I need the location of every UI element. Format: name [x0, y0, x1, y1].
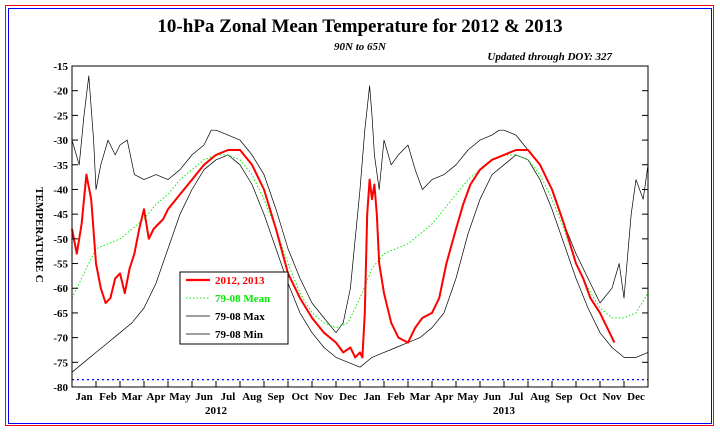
x-month-label: Sep: [267, 391, 284, 403]
series-line-79-08-mean: [71, 154, 649, 329]
x-month-label: Feb: [387, 391, 405, 403]
x-month-label: Sep: [555, 391, 572, 403]
y-tick-label: -25: [53, 110, 68, 122]
outer-frame-red: [5, 5, 714, 426]
x-month-label: Feb: [99, 391, 117, 403]
x-month-label: Nov: [603, 391, 622, 403]
y-tick-label: -35: [53, 160, 68, 172]
x-month-label: Jun: [195, 391, 213, 403]
x-month-label: Jun: [483, 391, 501, 403]
x-month-label: Jan: [75, 391, 92, 403]
x-month-label: May: [457, 391, 479, 403]
y-tick-label: -80: [53, 382, 68, 394]
x-month-label: May: [169, 391, 191, 403]
x-month-label: Aug: [530, 391, 550, 403]
series-line-79-08-max: [71, 75, 649, 334]
y-tick-label: -30: [53, 135, 68, 147]
y-tick-label: -45: [53, 209, 68, 221]
chart-title: 10-hPa Zonal Mean Temperature for 2012 &…: [157, 16, 562, 37]
y-tick-label: -70: [53, 333, 68, 345]
legend-label-max: 79-08 Max: [215, 311, 265, 323]
x-month-label: Dec: [627, 391, 645, 403]
x-month-label: Aug: [242, 391, 262, 403]
x-month-label: Dec: [339, 391, 357, 403]
x-month-label: Jul: [509, 391, 524, 403]
y-tick-label: -75: [53, 357, 68, 369]
plot-frame: [71, 65, 649, 388]
legend: 2012, 2013 79-08 Mean 79-08 Max 79-08 Mi…: [179, 271, 289, 345]
x-month-label: Apr: [147, 391, 166, 403]
y-tick-label: -65: [53, 308, 68, 320]
x-month-label: Oct: [579, 391, 596, 403]
legend-label-mean: 79-08 Mean: [215, 293, 270, 305]
outer-frame-blue: [8, 8, 712, 424]
legend-label-min: 79-08 Min: [215, 329, 263, 341]
legend-label-2012-2013: 2012, 2013: [215, 275, 265, 287]
y-tick-label: -50: [53, 234, 68, 246]
x-month-label: Jul: [221, 391, 236, 403]
x-month-label: Apr: [435, 391, 454, 403]
legend-box: [179, 271, 289, 345]
y-tick-label: -55: [53, 259, 68, 271]
y-tick-label: -60: [53, 283, 68, 295]
x-month-label: Nov: [315, 391, 334, 403]
update-note: Updated through DOY: 327: [487, 51, 612, 63]
series-line-2012-2013: [71, 149, 616, 359]
x-month-label: Mar: [410, 391, 431, 403]
series-line-79-08-min: [71, 154, 649, 373]
chart-subtitle: 90N to 65N: [334, 41, 387, 53]
x-year-label: 2013: [493, 405, 516, 417]
y-tick-label: -40: [53, 184, 68, 196]
series-layer: [71, 75, 649, 381]
x-month-label: Mar: [122, 391, 143, 403]
y-tick-label: -15: [53, 61, 68, 73]
y-tick-label: -20: [53, 86, 68, 98]
axis-layer: -15 -20 -25 -30 -35 -40 -45 -50 -55 -60 -65 -70 -75 -…: [53, 61, 649, 417]
x-month-label: Jan: [363, 391, 380, 403]
x-year-label: 2012: [205, 405, 228, 417]
x-month-label: Oct: [291, 391, 308, 403]
y-axis-label: TEMPERATURE C: [33, 187, 45, 282]
